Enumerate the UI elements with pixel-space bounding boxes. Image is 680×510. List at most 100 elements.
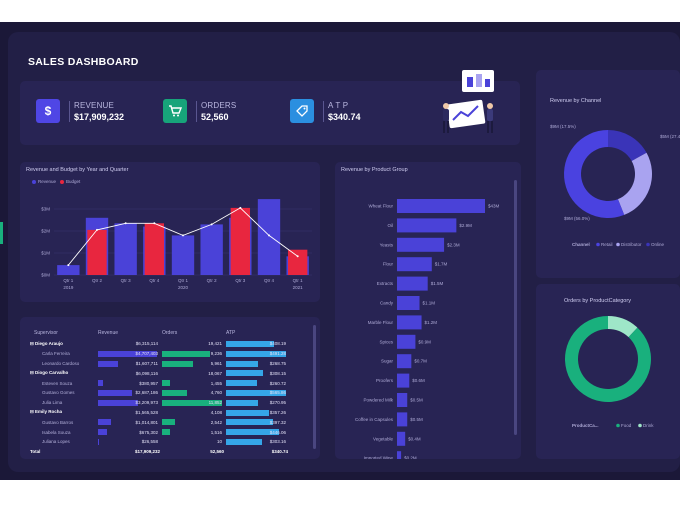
product-bar[interactable] bbox=[397, 199, 485, 213]
data-label: $1.2M bbox=[425, 320, 438, 325]
kpi-value: $340.74 bbox=[328, 111, 361, 122]
scrollbar[interactable] bbox=[313, 325, 316, 449]
cell-value: $4,707,403 bbox=[135, 351, 158, 357]
product-bar[interactable] bbox=[397, 354, 412, 369]
data-bar bbox=[226, 409, 269, 416]
category-label: Proofers bbox=[376, 378, 394, 383]
online-slice[interactable] bbox=[608, 130, 647, 161]
cell-value: $408.19 bbox=[269, 341, 286, 347]
col-orders[interactable]: Orders bbox=[162, 330, 178, 336]
cell-value: 11,852 bbox=[208, 400, 222, 406]
trend-point bbox=[296, 255, 299, 258]
col-revenue[interactable]: Revenue bbox=[98, 330, 119, 336]
budget-bar[interactable] bbox=[287, 249, 308, 275]
product-bar[interactable] bbox=[397, 412, 408, 427]
chart-title: Orders by ProductCategory bbox=[564, 298, 631, 304]
cell-value: $357.26 bbox=[269, 409, 286, 415]
revenue-bar[interactable] bbox=[257, 199, 281, 275]
table-row[interactable]: ⊟ Emily Rocha $1,565,528 4,108 $357.26 bbox=[28, 408, 290, 418]
channel-panel: Revenue by Channel $9M (17.5%) $5M (27.4%… bbox=[536, 70, 680, 278]
col-supervisor[interactable]: Supervisor bbox=[34, 330, 58, 336]
table-row[interactable]: Gustavo Barros $1,014,801 2,542 $397.32 bbox=[28, 417, 290, 427]
table-row[interactable]: Gustavo Gomes $2,687,186 4,760 $565.86 bbox=[28, 388, 290, 398]
budget-bar[interactable] bbox=[230, 207, 251, 275]
legend-swatch bbox=[638, 423, 642, 428]
data-label: $2.3M bbox=[447, 242, 460, 247]
x-tick-label: Qtr 4 bbox=[264, 278, 274, 283]
product-bar[interactable] bbox=[397, 276, 428, 291]
budget-bar[interactable] bbox=[87, 229, 107, 275]
product-bar[interactable] bbox=[397, 218, 457, 233]
product-bar[interactable] bbox=[397, 237, 445, 252]
channel-donut-chart: $9M (17.5%) $5M (27.4%) $9M (56.0%) Channel… bbox=[550, 124, 680, 247]
distributor-slice[interactable] bbox=[617, 152, 652, 215]
y-tick-label: $1M bbox=[41, 251, 50, 256]
revenue-bar[interactable] bbox=[114, 223, 137, 275]
data-bar bbox=[226, 360, 259, 367]
table-row[interactable]: Esteven Souza $380,957 1,455 $260.72 bbox=[28, 378, 290, 388]
food-slice[interactable] bbox=[565, 316, 651, 402]
cell-value: $6,098,116 bbox=[135, 370, 158, 376]
legend-swatch bbox=[646, 242, 650, 247]
legend-item[interactable]: Food bbox=[621, 423, 632, 428]
people-chart-illustration bbox=[443, 70, 494, 133]
product-bar[interactable] bbox=[397, 334, 416, 349]
legend-item[interactable]: Drink bbox=[643, 423, 654, 428]
product-bar[interactable] bbox=[397, 315, 422, 330]
data-bar bbox=[226, 341, 274, 347]
supervisor-name: Gustavo Barros bbox=[42, 419, 74, 425]
slice-label: $9M (56.0%) bbox=[564, 216, 590, 221]
revenue-bar[interactable] bbox=[57, 265, 80, 275]
category-donut-chart: ProductCa... Food Drink bbox=[565, 316, 654, 428]
cell-value: $308.15 bbox=[269, 370, 286, 376]
retail-slice[interactable] bbox=[564, 130, 625, 218]
col-atp[interactable]: ATP bbox=[226, 330, 236, 336]
data-label: $0.2M bbox=[404, 456, 417, 459]
table-row[interactable]: Julia Lima $3,209,973 11,852 $270.95 bbox=[28, 398, 290, 408]
product-bar[interactable] bbox=[397, 373, 410, 388]
slice-label: $5M (27.4%) bbox=[660, 134, 680, 139]
data-label: $0.9M bbox=[418, 339, 431, 344]
table-row[interactable]: Leonardo Cardoso $1,607,711 5,961 $268.75 bbox=[28, 359, 290, 369]
x-tick-label: Qtr 1 bbox=[63, 278, 73, 283]
year-label: 2019 bbox=[63, 285, 74, 290]
chart-title: Revenue and Budget by Year and Quarter bbox=[26, 167, 129, 173]
kpi-label: REVENUE bbox=[74, 100, 115, 110]
legend-item[interactable]: Online bbox=[651, 242, 665, 247]
legend-item[interactable]: Distributor bbox=[621, 242, 642, 247]
table-row[interactable]: Carla Ferreira $4,707,403 9,236 $491.28 bbox=[28, 349, 290, 359]
product-bar[interactable] bbox=[397, 431, 406, 446]
product-bar[interactable] bbox=[397, 393, 408, 407]
legend-revenue-swatch bbox=[32, 179, 36, 184]
product-bar[interactable] bbox=[397, 451, 402, 459]
revenue-kpi[interactable]: $ REVENUE $17,909,232 bbox=[36, 99, 124, 123]
supervisor-name: Gustavo Gomes bbox=[42, 390, 75, 396]
data-bar bbox=[162, 419, 176, 426]
table-row[interactable]: ⊟ Diego Araujo $6,315,114 19,421 $408.19 bbox=[28, 339, 290, 349]
scrollbar[interactable] bbox=[514, 180, 517, 435]
data-bar bbox=[162, 380, 170, 387]
revenue-bar[interactable] bbox=[171, 235, 195, 275]
budget-bar[interactable] bbox=[144, 223, 165, 275]
tag-icon bbox=[290, 99, 314, 123]
category-label: Flour bbox=[383, 262, 394, 267]
legend-swatch bbox=[616, 423, 620, 428]
data-bar bbox=[226, 438, 262, 445]
product-bar[interactable] bbox=[397, 257, 432, 272]
table-row[interactable]: ⊟ Diogo Carvalho $6,098,116 18,067 $308.15 bbox=[28, 368, 290, 378]
drink-slice[interactable] bbox=[608, 316, 638, 338]
orders-kpi[interactable]: ORDERS 52,560 bbox=[163, 99, 236, 123]
legend-revenue: Revenue bbox=[38, 179, 57, 184]
kpi-label: ORDERS bbox=[201, 100, 237, 110]
product-bar[interactable] bbox=[397, 296, 420, 310]
revenue-bar[interactable] bbox=[200, 224, 223, 275]
dashboard-shell: SALES DASHBOARD $ REVENUE $17,909,232 ORD… bbox=[8, 32, 680, 472]
legend-item[interactable]: Retail bbox=[601, 242, 613, 247]
legend-budget-swatch bbox=[60, 179, 65, 184]
cell-value: $446.06 bbox=[269, 429, 286, 435]
category-label: Marble Flour bbox=[368, 320, 394, 325]
table-row[interactable]: Isabela Souza $675,302 1,516 $446.06 bbox=[28, 427, 290, 437]
cell-value: $380,957 bbox=[139, 380, 158, 386]
atp-kpi[interactable]: A T P $340.74 bbox=[290, 99, 361, 123]
table-row[interactable]: Juliana Lopes $26,558 10 $303.16 bbox=[28, 437, 290, 447]
